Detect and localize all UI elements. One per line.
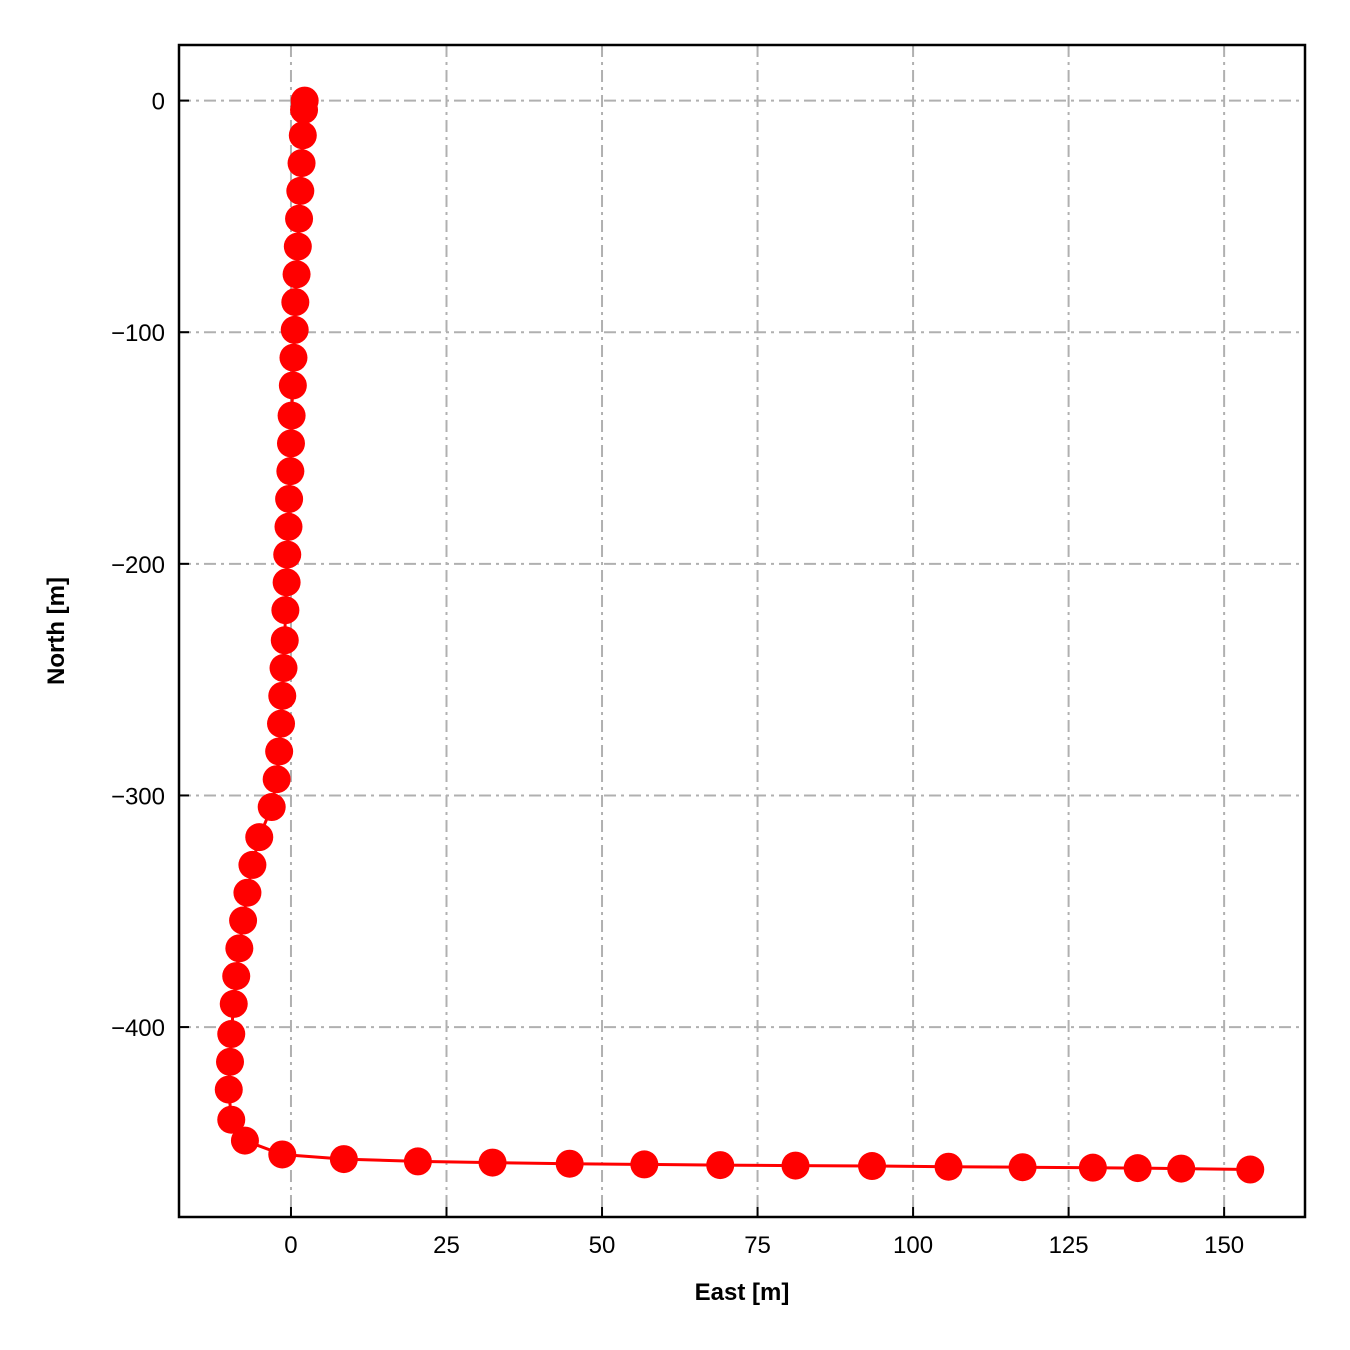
data-series — [214, 86, 1265, 1184]
data-point — [214, 1075, 243, 1104]
data-point — [275, 484, 304, 513]
y-tick-label: −200 — [111, 552, 165, 579]
data-point — [219, 989, 248, 1018]
data-point — [230, 1126, 259, 1155]
data-point — [1167, 1154, 1196, 1183]
data-point — [257, 793, 286, 822]
data-point — [276, 429, 305, 458]
data-point — [265, 737, 294, 766]
data-point — [268, 1140, 297, 1169]
data-point — [280, 315, 309, 344]
data-point — [274, 512, 303, 541]
data-point — [287, 149, 316, 178]
data-point — [282, 260, 311, 289]
plot-frame — [177, 43, 1307, 1219]
data-point — [1236, 1155, 1265, 1184]
data-point — [478, 1148, 507, 1177]
x-tick-label: 150 — [1204, 1232, 1244, 1259]
grid — [179, 45, 1305, 1217]
data-point — [229, 906, 258, 935]
data-point — [781, 1151, 810, 1180]
data-point — [216, 1047, 245, 1076]
x-tick-label: 0 — [284, 1232, 297, 1259]
data-point — [276, 457, 305, 486]
data-point — [706, 1151, 735, 1180]
x-tick-label: 125 — [1049, 1232, 1089, 1259]
data-point — [288, 121, 317, 150]
x-axis-label: East [m] — [695, 1279, 790, 1306]
data-point — [281, 288, 310, 317]
data-point — [285, 204, 314, 233]
data-point — [290, 95, 319, 124]
data-point — [1008, 1153, 1037, 1182]
data-point — [269, 654, 298, 683]
data-point — [1123, 1154, 1152, 1183]
data-point — [225, 934, 254, 963]
data-point — [233, 878, 262, 907]
data-point — [858, 1152, 887, 1181]
data-point — [217, 1020, 246, 1049]
data-point — [286, 176, 315, 205]
data-point — [217, 1105, 246, 1134]
axis-ticks: 0 25 50 75 100 125 150 0 −100 −200 −300 −400 — [111, 89, 1244, 1259]
data-point — [271, 596, 300, 625]
y-tick-label: −400 — [111, 1015, 165, 1042]
x-tick-label: 100 — [893, 1232, 933, 1259]
data-point — [1078, 1153, 1107, 1182]
x-tick-label: 50 — [589, 1232, 616, 1259]
data-point — [270, 626, 299, 655]
y-tick-label: −100 — [111, 320, 165, 347]
x-tick-label: 25 — [433, 1232, 460, 1259]
data-point — [273, 540, 302, 569]
data-point — [630, 1150, 659, 1179]
data-point — [279, 343, 308, 372]
data-point — [268, 681, 297, 710]
data-point — [272, 568, 301, 597]
y-tick-label: −300 — [111, 783, 165, 810]
data-point — [934, 1152, 963, 1181]
data-point — [245, 823, 274, 852]
x-tick-label: 75 — [744, 1232, 771, 1259]
data-point — [283, 232, 312, 261]
data-point — [278, 371, 307, 400]
data-point — [277, 401, 306, 430]
y-tick-label: 0 — [152, 89, 165, 116]
data-point — [555, 1149, 584, 1178]
data-point — [329, 1145, 358, 1174]
data-point — [267, 709, 296, 738]
data-point — [262, 765, 291, 794]
data-point — [403, 1147, 432, 1176]
data-point — [222, 962, 251, 991]
data-point — [238, 850, 267, 879]
y-axis-label: North [m] — [43, 577, 70, 685]
